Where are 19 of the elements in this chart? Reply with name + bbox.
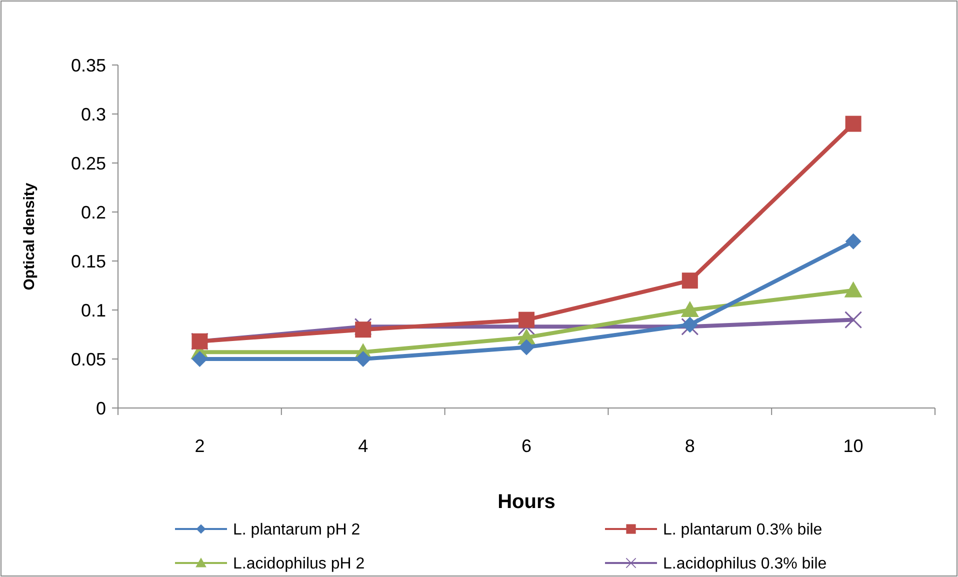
y-axis-title: Optical density <box>21 182 38 290</box>
y-tick-label: 0.05 <box>70 349 106 370</box>
y-tick-label: 0.2 <box>80 202 106 222</box>
y-tick-label: 0.15 <box>70 251 106 272</box>
x-tick-label: 6 <box>521 436 532 456</box>
y-tick-label: 0.1 <box>80 300 106 320</box>
legend-label: L. plantarum pH 2 <box>233 522 360 539</box>
legend-label: L. plantarum 0.3% bile <box>663 522 822 539</box>
x-tick-label: 10 <box>843 436 864 456</box>
y-tick-label: 0.3 <box>80 104 106 124</box>
legend-label: L.acidophilus pH 2 <box>233 556 365 573</box>
y-tick-label: 0.25 <box>70 153 106 174</box>
x-tick-label: 8 <box>684 436 695 456</box>
x-axis-title: Hours <box>498 491 556 513</box>
x-tick-label: 2 <box>194 436 205 456</box>
x-tick-label: 4 <box>358 436 368 456</box>
legend-label: L.acidophilus 0.3% bile <box>663 556 827 573</box>
y-tick-label: 0 <box>96 398 106 418</box>
y-tick-label: 0.35 <box>70 55 106 76</box>
